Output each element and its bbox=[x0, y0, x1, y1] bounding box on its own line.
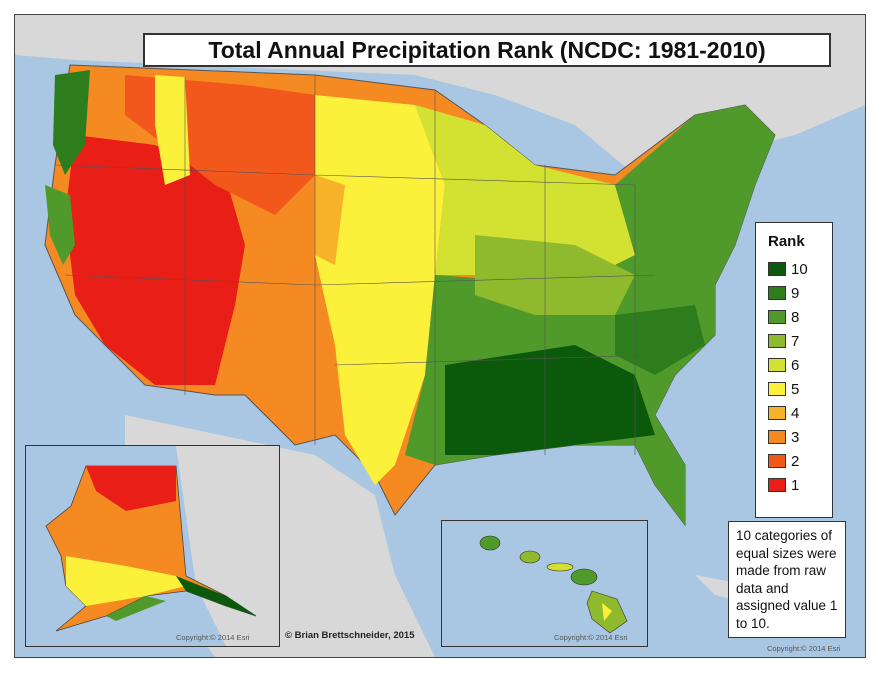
legend-swatch bbox=[768, 430, 786, 444]
legend: Rank 10 9 8 7 6 5 4 3 2 1 bbox=[755, 222, 833, 518]
legend-item: 4 bbox=[768, 401, 824, 425]
legend-swatch bbox=[768, 406, 786, 420]
light-green-ohio bbox=[475, 235, 635, 315]
alaska-map bbox=[26, 446, 279, 646]
author-credit: © Brian Brettschneider, 2015 bbox=[285, 630, 415, 641]
legend-title: Rank bbox=[768, 233, 805, 250]
legend-item: 10 bbox=[768, 257, 824, 281]
kauai-island bbox=[479, 535, 501, 551]
orange-colorado bbox=[315, 175, 345, 265]
green-california-coast bbox=[45, 185, 75, 265]
legend-swatch bbox=[768, 262, 786, 276]
legend-swatch bbox=[768, 286, 786, 300]
main-copyright: Copyright:© 2014 Esri bbox=[767, 644, 841, 653]
legend-label: 8 bbox=[791, 308, 800, 326]
legend-label: 7 bbox=[791, 332, 800, 350]
precipitation-map bbox=[15, 15, 865, 657]
green-appalachia bbox=[615, 305, 705, 375]
legend-rows: 10 9 8 7 6 5 4 3 2 1 bbox=[768, 257, 824, 497]
maui-island bbox=[570, 568, 598, 586]
hawaii-copyright: Copyright:© 2014 Esri bbox=[554, 633, 628, 642]
legend-label: 9 bbox=[791, 284, 800, 302]
map-title: Total Annual Precipitation Rank (NCDC: 1… bbox=[143, 33, 831, 67]
hawaii-map bbox=[442, 521, 647, 646]
legend-item: 6 bbox=[768, 353, 824, 377]
legend-label: 2 bbox=[791, 452, 800, 470]
molokai-island bbox=[546, 562, 574, 572]
method-note: 10 categories of equal sizes were made f… bbox=[728, 521, 846, 638]
light-green-midwest bbox=[415, 105, 635, 285]
legend-swatch bbox=[768, 358, 786, 372]
green-pacific-nw bbox=[53, 70, 90, 175]
alaska-copyright: Copyright:© 2014 Esri bbox=[176, 633, 250, 642]
legend-item: 1 bbox=[768, 473, 824, 497]
legend-label: 1 bbox=[791, 476, 800, 494]
yellow-idaho bbox=[155, 75, 190, 185]
legend-item: 8 bbox=[768, 305, 824, 329]
legend-label: 5 bbox=[791, 380, 800, 398]
yellow-plains bbox=[315, 95, 445, 485]
legend-swatch bbox=[768, 382, 786, 396]
alaska-inset: Copyright:© 2014 Esri bbox=[25, 445, 280, 647]
legend-item: 2 bbox=[768, 449, 824, 473]
legend-item: 5 bbox=[768, 377, 824, 401]
legend-swatch bbox=[768, 334, 786, 348]
legend-swatch bbox=[768, 478, 786, 492]
legend-item: 9 bbox=[768, 281, 824, 305]
map-frame: Total Annual Precipitation Rank (NCDC: 1… bbox=[14, 14, 866, 658]
hawaii-inset: Copyright:© 2014 Esri bbox=[441, 520, 648, 647]
legend-item: 7 bbox=[768, 329, 824, 353]
legend-label: 4 bbox=[791, 404, 800, 422]
legend-item: 3 bbox=[768, 425, 824, 449]
legend-swatch bbox=[768, 454, 786, 468]
legend-label: 3 bbox=[791, 428, 800, 446]
red-west bbox=[65, 135, 245, 385]
legend-swatch bbox=[768, 310, 786, 324]
oahu-island bbox=[519, 550, 541, 564]
legend-label: 6 bbox=[791, 356, 800, 374]
state-borders bbox=[54, 75, 656, 465]
dark-green-south bbox=[445, 345, 655, 455]
legend-label: 10 bbox=[791, 260, 808, 278]
